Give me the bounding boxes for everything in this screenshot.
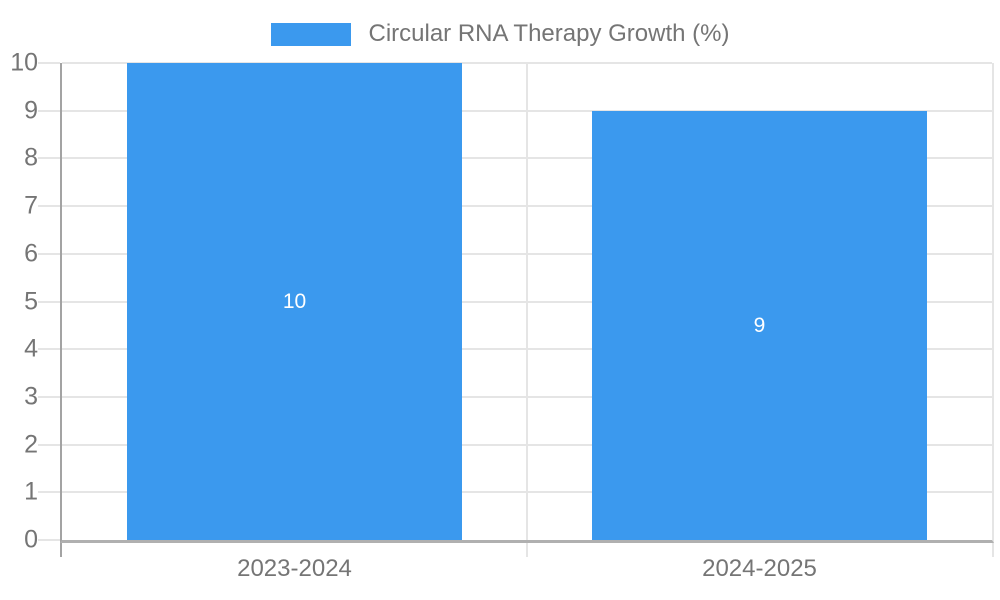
y-axis-tick <box>38 348 60 351</box>
bar-value-label: 10 <box>282 290 307 313</box>
y-tick-label: 6 <box>24 239 38 268</box>
legend-label: Circular RNA Therapy Growth (%) <box>368 20 730 47</box>
y-axis-tick <box>38 300 60 303</box>
y-tick-label: 1 <box>24 477 38 506</box>
x-axis-tick <box>992 543 994 557</box>
bar-2024-2025[interactable]: 9 <box>592 110 927 540</box>
y-axis-tick <box>38 395 60 398</box>
y-tick-label: 4 <box>24 334 38 363</box>
y-axis-tick <box>38 62 60 64</box>
legend-swatch <box>270 22 351 46</box>
y-tick-label: 2 <box>24 430 38 459</box>
x-axis-tick <box>526 543 528 557</box>
category-divider-line <box>526 63 528 540</box>
y-axis-tick <box>38 205 60 208</box>
y-axis-tick <box>38 539 60 541</box>
y-axis-tick <box>38 491 60 494</box>
y-axis-tick <box>38 443 60 446</box>
y-tick-label: 3 <box>24 382 38 411</box>
y-tick-label: 9 <box>24 96 38 125</box>
plot-area: 10 9 <box>38 62 994 557</box>
y-tick-label: 7 <box>24 191 38 220</box>
y-axis-tick <box>38 157 60 160</box>
y-tick-label: 5 <box>24 287 38 315</box>
bar-value-label: 9 <box>753 313 766 337</box>
x-axis-labels: 2023-2024 2024-2025 <box>62 555 992 583</box>
legend[interactable]: Circular RNA Therapy Growth (%) <box>0 20 1000 48</box>
y-tick-label: 10 <box>10 48 38 77</box>
y-axis-tick <box>38 252 60 255</box>
x-tick-label: 2023-2024 <box>237 555 352 582</box>
y-tick-label: 0 <box>24 525 38 554</box>
y-tick-label: 8 <box>24 143 38 172</box>
x-tick-label: 2024-2025 <box>702 555 817 582</box>
bar-2023-2024[interactable]: 10 <box>127 63 462 540</box>
x-axis-tick <box>60 543 62 557</box>
y-axis-labels: 0 1 2 3 4 5 6 7 8 9 10 <box>0 50 38 552</box>
y-axis-tick <box>38 109 60 112</box>
